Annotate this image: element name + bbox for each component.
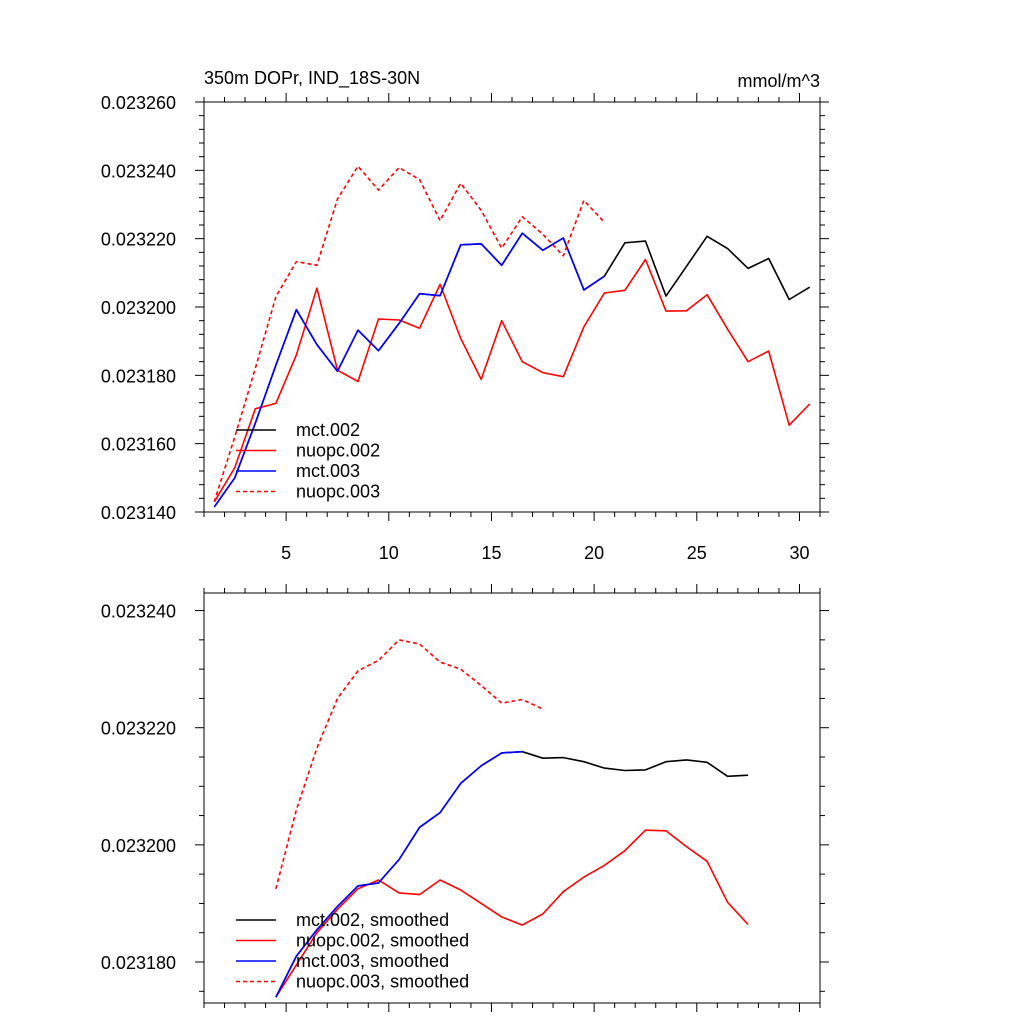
- legend-label: mct.003: [296, 461, 360, 481]
- y-tick-label: 0.023200: [101, 836, 176, 856]
- legend-label: nuopc.003: [296, 482, 380, 502]
- top-chart: 350m DOPr, IND_18S-30N mmol/m^3 5 10 15 20 2…: [101, 68, 829, 563]
- legend-label: mct.002, smoothed: [296, 910, 449, 930]
- series-line: [213, 258, 811, 503]
- series-line: [275, 829, 749, 998]
- chart-title: 350m DOPr, IND_18S-30N: [204, 68, 420, 89]
- y-tick-label: 0.023160: [101, 435, 176, 455]
- y-tick-label: 0.023180: [101, 366, 176, 386]
- legend-label: nuopc.003, smoothed: [296, 972, 469, 992]
- y-tick-label: 0.023240: [101, 602, 176, 622]
- legend-label: mct.003, smoothed: [296, 951, 449, 971]
- y-tick-label: 0.023140: [101, 503, 176, 523]
- x-tick-label: 10: [379, 543, 399, 563]
- legend-label: nuopc.002, smoothed: [296, 931, 469, 951]
- series-line: [213, 165, 605, 503]
- bottom-chart: 0.023180 0.023200 0.023220 0.023240 mct.002,…: [101, 584, 829, 1012]
- y-tick-label: 0.023240: [101, 161, 176, 181]
- series-line: [275, 639, 544, 890]
- x-tick-label: 30: [789, 543, 809, 563]
- y-tick-label: 0.023220: [101, 230, 176, 250]
- legend-label: nuopc.002: [296, 441, 380, 461]
- y-tick-label: 0.023260: [101, 93, 176, 113]
- x-tick-label: 25: [687, 543, 707, 563]
- series-line: [213, 232, 605, 508]
- series-line: [275, 750, 523, 998]
- x-tick-label: 20: [584, 543, 604, 563]
- y-tick-label: 0.023180: [101, 953, 176, 973]
- x-tick-label: 5: [281, 543, 291, 563]
- x-tick-label: 15: [481, 543, 501, 563]
- legend-label: mct.002: [296, 420, 360, 440]
- y-tick-label: 0.023200: [101, 298, 176, 318]
- units-label: mmol/m^3: [738, 71, 820, 91]
- y-tick-label: 0.023220: [101, 719, 176, 739]
